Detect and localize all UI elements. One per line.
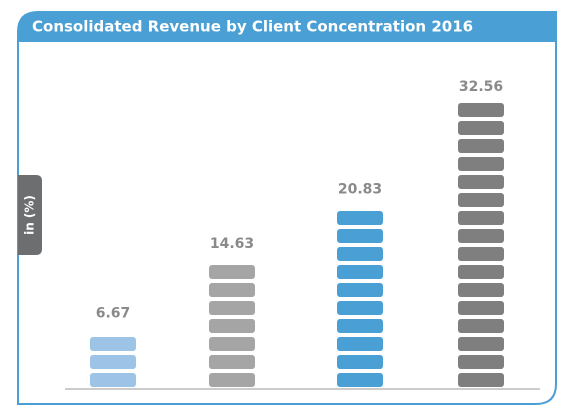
value-label: 32.56 bbox=[459, 79, 503, 95]
bar-segment bbox=[90, 337, 136, 351]
bar-segment bbox=[90, 355, 136, 369]
bar-segment bbox=[458, 139, 504, 153]
bar-segment bbox=[337, 373, 383, 387]
bar-segment bbox=[458, 229, 504, 243]
chart-title: Consolidated Revenue by Client Concentra… bbox=[32, 18, 473, 36]
bar-segment bbox=[458, 355, 504, 369]
bar-segment bbox=[337, 337, 383, 351]
bar-segment bbox=[458, 283, 504, 297]
bar-segment bbox=[209, 337, 255, 351]
title-bar bbox=[18, 12, 556, 42]
value-label: 20.83 bbox=[338, 182, 382, 198]
bar-segment bbox=[337, 247, 383, 261]
bar-segment bbox=[458, 301, 504, 315]
bar-segment bbox=[209, 265, 255, 279]
bar-segment bbox=[458, 121, 504, 135]
bar-segment bbox=[209, 301, 255, 315]
value-label: 6.67 bbox=[96, 306, 131, 322]
bar-segment bbox=[458, 337, 504, 351]
bar-segment bbox=[209, 283, 255, 297]
y-label-tab bbox=[18, 175, 42, 255]
bar-segment bbox=[337, 229, 383, 243]
bar-segment bbox=[337, 211, 383, 225]
bar bbox=[458, 103, 504, 387]
bar-segment bbox=[209, 373, 255, 387]
bar-segment bbox=[458, 265, 504, 279]
bar-segment bbox=[90, 373, 136, 387]
bar-segment bbox=[337, 355, 383, 369]
y-axis-label: in (%) bbox=[23, 195, 37, 235]
bar-segment bbox=[458, 175, 504, 189]
bar-segment bbox=[458, 193, 504, 207]
bar bbox=[90, 337, 136, 387]
bar-segment bbox=[458, 373, 504, 387]
bar bbox=[209, 265, 255, 387]
bar-segment bbox=[209, 319, 255, 333]
bar-segment bbox=[458, 103, 504, 117]
value-label: 14.63 bbox=[210, 236, 254, 252]
bar-segment bbox=[458, 211, 504, 225]
bar-segment bbox=[458, 247, 504, 261]
bar bbox=[337, 211, 383, 387]
bar-segment bbox=[209, 355, 255, 369]
bar-segment bbox=[337, 301, 383, 315]
bar-segment bbox=[337, 319, 383, 333]
bar-segment bbox=[337, 283, 383, 297]
bar-segment bbox=[337, 265, 383, 279]
bar-segment bbox=[458, 157, 504, 171]
bar-segment bbox=[458, 319, 504, 333]
